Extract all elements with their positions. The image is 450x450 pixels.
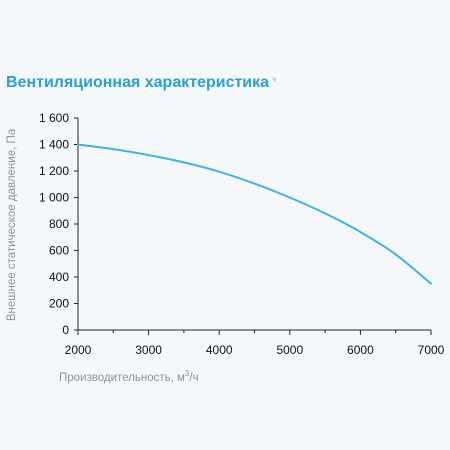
y-tick-label: 1 600 — [39, 111, 69, 125]
chart-axes — [77, 118, 431, 331]
x-axis-title-sup: 3 — [185, 369, 190, 378]
chart-title: Вентиляционная характеристика * — [6, 74, 277, 92]
plot-area — [77, 143, 432, 285]
x-axis-title-suffix: /ч — [189, 372, 198, 384]
y-tick-label: 1 200 — [39, 164, 69, 178]
chart-title-marker: * — [272, 74, 278, 89]
y-tick-label: 1 400 — [39, 138, 69, 152]
y-tick-label: 0 — [62, 323, 69, 337]
x-tick-label: 5000 — [276, 343, 303, 357]
series-line — [77, 143, 432, 285]
x-tick-label: 4000 — [206, 343, 233, 357]
y-tick-label: 600 — [49, 244, 69, 258]
y-axis-ticks: 0 200 400 600 800 1 000 1 200 1 400 1 600 — [39, 111, 78, 337]
y-tick-label: 200 — [49, 297, 69, 311]
x-tick-label: 7000 — [418, 343, 445, 357]
x-tick-label: 3000 — [135, 343, 162, 357]
chart-title-text: Вентиляционная характеристика — [6, 74, 270, 91]
y-axis-title: Внешнее статическое давление, Па — [6, 128, 18, 321]
y-tick-label: 400 — [49, 270, 69, 284]
x-axis-ticks: 2000 3000 4000 5000 6000 7000 — [65, 330, 445, 357]
x-axis-title-main: Производительность, м — [59, 372, 185, 384]
y-tick-label: 800 — [49, 217, 69, 231]
y-tick-label: 1 000 — [39, 191, 69, 205]
x-tick-label: 2000 — [65, 343, 92, 357]
x-axis-title: Производительность, м3/ч — [59, 369, 199, 384]
x-tick-label: 6000 — [347, 343, 374, 357]
